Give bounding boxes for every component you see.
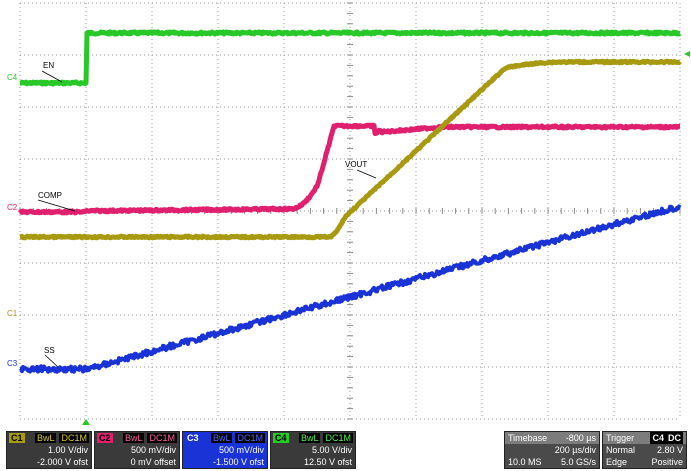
trace-label-ss: SS	[44, 346, 59, 368]
c4-ground-marker[interactable]: C4	[7, 73, 18, 82]
trigger-level-marker[interactable]	[684, 51, 690, 57]
waveform-c2-comp	[17, 122, 682, 216]
svg-text:VOUT: VOUT	[345, 160, 367, 169]
waveform-c4-en	[18, 29, 682, 87]
trace-label-comp: COMP	[37, 191, 76, 212]
timebase-delay: -800 µs	[565, 433, 596, 443]
channel-descriptor-c4[interactable]: C4 BwL DC1M 5.00 V/div 12.50 V ofst	[270, 431, 356, 469]
channel-offset: -2.000 V ofst	[36, 457, 88, 467]
timebase-descriptor[interactable]: Timebase -800 µs 200 µs/div 10.0 MS 5.0 …	[504, 431, 600, 469]
channel-tag-c2: C2	[97, 433, 113, 443]
trace-label-vout: VOUT	[345, 160, 377, 179]
coupling-badge: DC1M	[323, 433, 353, 443]
channel-scale: 500 mV/div	[218, 445, 264, 455]
waveform-c3-ss	[19, 204, 682, 374]
bwl-badge: BwL	[122, 433, 145, 443]
trigger-level: 2.80 V	[656, 445, 683, 455]
svg-text:COMP: COMP	[38, 191, 62, 200]
trigger-coupling: DC	[666, 432, 683, 444]
channel-scale: 1.00 V/div	[47, 445, 88, 455]
status-bar: C1 BwL DC1M 1.00 V/div -2.000 V ofst C2 …	[0, 430, 691, 471]
trigger-label: Trigger	[606, 433, 635, 443]
bwl-badge: BwL	[298, 433, 321, 443]
trigger-time-marker[interactable]	[82, 419, 90, 425]
bwl-badge: BwL	[34, 433, 57, 443]
svg-text:EN: EN	[43, 61, 54, 70]
coupling-badge: DC1M	[147, 433, 177, 443]
channel-descriptor-c1[interactable]: C1 BwL DC1M 1.00 V/div -2.000 V ofst	[6, 431, 92, 469]
timebase-scale: 200 µs/div	[554, 445, 596, 455]
c2-ground-marker[interactable]: C2	[7, 203, 18, 212]
c1-ground-marker[interactable]: C1	[7, 309, 18, 318]
waveforms	[17, 29, 682, 374]
scope-display[interactable]: EN COMP VOUT SS C4 C2 C1 C3	[0, 0, 691, 430]
c3-ground-marker[interactable]: C3	[7, 359, 18, 368]
trigger-descriptor[interactable]: Trigger C4 DC Normal 2.80 V Edge Positive	[602, 431, 687, 469]
channel-offset: 12.50 V ofst	[303, 457, 352, 467]
timebase-label: Timebase	[508, 433, 548, 443]
svg-text:SS: SS	[44, 346, 55, 355]
bwl-badge: BwL	[210, 433, 233, 443]
channel-descriptor-c2[interactable]: C2 BwL DC1M 500 mV/div 0 mV offset	[94, 431, 180, 469]
timebase-rate: 5.0 GS/s	[560, 457, 596, 467]
channel-scale: 500 mV/div	[130, 445, 176, 455]
trigger-source: C4	[650, 432, 666, 444]
timebase-samples: 10.0 MS	[508, 457, 542, 467]
waveform-c1-vout	[18, 58, 682, 241]
channel-tag-c1: C1	[9, 433, 25, 443]
channel-tag-c4: C4	[273, 433, 289, 443]
coupling-badge: DC1M	[59, 433, 89, 443]
channel-descriptor-c3[interactable]: C3 BwL DC1M 500 mV/div -1.500 V ofst	[182, 431, 268, 469]
trigger-mode: Normal	[606, 445, 636, 455]
channel-tag-c3: C3	[185, 433, 201, 443]
channel-offset: -1.500 V ofst	[212, 457, 264, 467]
channel-offset: 0 mV offset	[130, 457, 176, 467]
coupling-badge: DC1M	[235, 433, 265, 443]
trigger-type: Edge	[606, 457, 628, 467]
trace-label-en: EN	[41, 61, 63, 83]
trigger-slope: Positive	[651, 457, 683, 467]
channel-scale: 5.00 V/div	[311, 445, 352, 455]
